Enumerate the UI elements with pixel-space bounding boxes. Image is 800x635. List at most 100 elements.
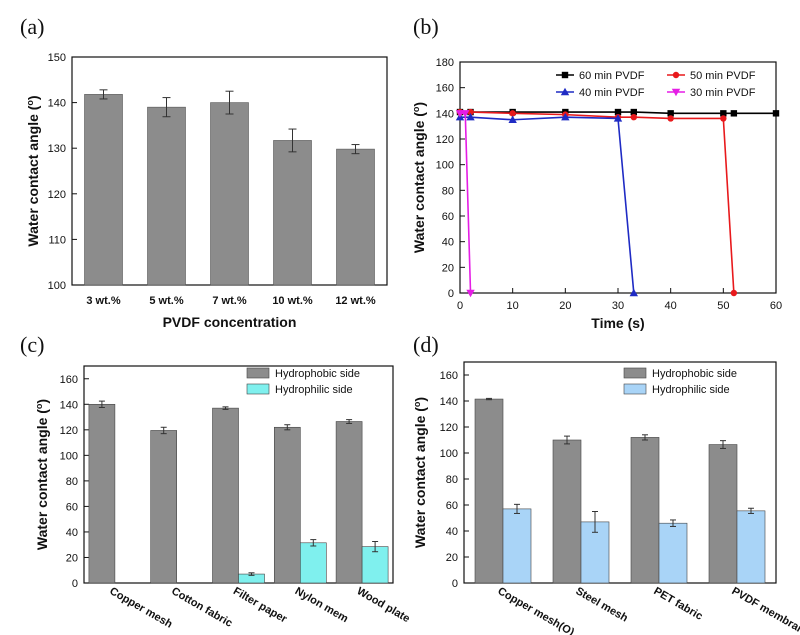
x-tick-label: 0 [457,300,463,312]
y-axis-title-close: ) [34,399,50,404]
y-tick-label: 40 [446,526,458,538]
data-point [730,289,738,297]
series-line [460,112,472,294]
y-axis-title-degree: o [25,100,35,106]
legend: Hydrophobic side Hydrophilic side [623,367,737,396]
y-axis-title-text: Water contact angle ( [411,112,427,253]
y-tick-label: 0 [448,288,454,300]
y-tick-label: 150 [48,52,66,64]
bar-hydrophilic [361,546,389,584]
data-point [508,115,517,123]
legend-label: Hydrophilic side [652,384,730,396]
bar-hydrophobic [88,403,116,584]
y-tick-label: 0 [72,578,78,590]
bar-hydrophobic [552,439,582,584]
data-point [667,115,674,122]
y-tick-label: 120 [60,425,78,437]
bar-hydrophobic [474,398,504,584]
y-tick-label: 100 [436,160,454,172]
y-tick-label: 120 [436,134,454,146]
y-tick-label: 100 [48,280,66,292]
x-category-label: 5 wt.% [149,295,183,307]
x-category-label: Wood plate [355,585,412,625]
x-category-label: PET fabric [652,585,705,623]
y-tick-label: 160 [440,370,458,382]
panel-label: (c) [20,332,44,357]
y-axis-title-degree: o [411,106,421,112]
y-tick-label: 20 [442,262,454,274]
data-point [671,88,681,97]
x-tick-label: 50 [717,300,729,312]
legend-label: 30 min PVDF [690,87,756,99]
panel-a-chart: 100 110 120 130 140 150 3 wt.% 5 wt.% 7 wt.% 10 w… [25,52,388,330]
y-tick-label: 140 [436,108,454,120]
data-point [613,114,623,122]
x-tick-label: 30 [612,300,624,312]
legend-swatch [623,383,647,395]
bar-hydrophobic [212,407,239,584]
legend-swatch [246,367,270,379]
data-point [614,108,622,116]
x-axis-title: PVDF concentration [163,314,297,330]
bar [273,140,312,286]
data-point [720,110,727,117]
x-axis-title: Time (s) [591,315,644,331]
x-category-label: 12 wt.% [335,295,376,307]
series-line [460,111,735,294]
series-40-min-pvdf [455,112,638,297]
data-point [730,110,738,117]
legend-swatch [623,367,647,379]
data-point [466,289,475,298]
y-tick-label: 40 [66,527,78,539]
panel-d-chart: 0 20 40 60 80 100 120 140 160 Copper mesh(O)Steel… [412,361,800,635]
x-category-label: Copper mesh(O) [496,585,577,635]
data-point [560,87,570,96]
y-axis-title: Water contact angle (o) [411,102,427,253]
y-axis-title-text: Water contact angle ( [25,105,41,246]
y-tick-label: 120 [440,422,458,434]
y-tick-label: 80 [66,476,78,488]
bar-hydrophobic [273,426,301,584]
legend-swatch [246,383,270,395]
y-tick-label: 140 [60,399,78,411]
legend: 60 min PVDF 50 min PVDF 40 min PVDF 30 min … [556,70,756,99]
data-point [455,110,465,118]
x-tick-label: 10 [507,300,519,312]
y-tick-label: 60 [66,501,78,513]
data-point [629,288,638,297]
y-tick-label: 160 [436,83,454,95]
panel-label: (a) [20,14,44,39]
series-line [460,116,635,294]
data-point [561,112,570,121]
bar-hydrophilic [736,510,766,584]
y-tick-label: 40 [442,237,454,249]
y-tick-label: 20 [446,552,458,564]
bar-hydrophobic [335,421,363,584]
y-tick-label: 20 [66,552,78,564]
series-50-min-pvdf [456,108,738,297]
y-axis-title-close: ) [411,102,427,107]
data-point [466,112,475,121]
y-tick-label: 140 [440,396,458,408]
y-tick-label: 100 [440,448,458,460]
y-tick-label: 80 [442,185,454,197]
bar [210,102,249,286]
legend-label: 40 min PVDF [579,87,645,99]
y-tick-label: 100 [60,450,78,462]
data-point [561,71,569,79]
y-axis-title: Water contact angle (o) [25,95,41,246]
bar-hydrophilic [502,508,532,584]
data-point [461,110,470,118]
y-tick-label: 110 [48,234,66,246]
x-tick-label: 20 [559,300,571,312]
legend-label: Hydrophobic side [275,368,360,380]
x-category-label: Steel mesh [574,585,631,625]
legend-label: Hydrophobic side [652,368,737,380]
y-axis-title-degree: o [34,403,44,409]
y-axis-title-text: Water contact angle ( [412,407,428,548]
y-tick-label: 0 [452,578,458,590]
x-category-label: Copper mesh [107,585,174,631]
plot-frame [463,361,777,584]
